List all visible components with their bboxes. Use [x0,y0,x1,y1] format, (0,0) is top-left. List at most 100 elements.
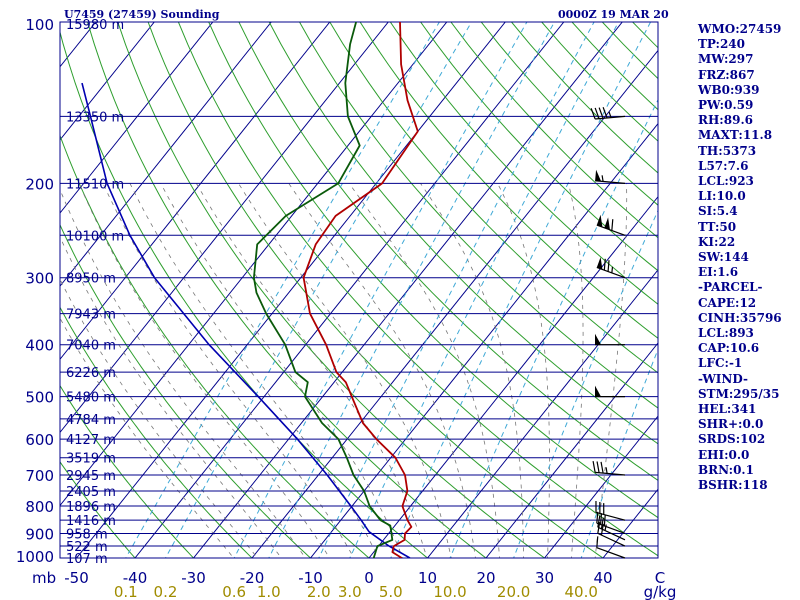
index-line: CAPE:12 [698,295,757,310]
height-label: 7943 m [66,308,116,323]
index-line: LCL:893 [698,326,754,341]
moist-adiabat-line [288,183,476,558]
moist-adiabat-line [60,236,282,558]
index-line: EI:1.6 [698,265,739,280]
moist-adiabat-line [60,278,258,558]
wind-barb-staff [595,511,626,521]
wind-barb-line [600,461,604,474]
mixing-ratio-line [349,22,619,558]
index-line: BRN:0.1 [698,462,754,477]
index-line: MAXT:11.8 [698,128,773,143]
height-label: 4784 m [66,413,116,428]
wind-barb-line [603,258,606,271]
wind-barb-line [598,107,604,119]
isotherm-line [368,195,658,558]
pressure-tick-label: 200 [25,175,54,193]
temperature-tick-label: 20 [476,569,495,587]
pressure-tick-label: 800 [25,498,54,516]
index-line: STM:295/35 [698,386,780,401]
index-line: SHR+:0.0 [698,417,764,432]
dry-adiabat-line [329,22,658,374]
index-line: KI:22 [698,234,736,249]
mixing-ratio-label: 2.0 [307,583,331,600]
index-line: LCL:923 [698,174,754,189]
pressure-tick-label: 700 [25,467,54,485]
height-label: 11510 m [66,177,124,192]
dry-adiabat-line [87,22,487,558]
wind-barb-staff [596,522,626,535]
wind-barb-line [590,108,596,120]
mixing-ratio-label: 0.1 [114,583,138,600]
moist-adiabat-line [78,183,331,558]
pressure-tick-label: 600 [25,431,54,449]
mixing-ratio-line [580,348,658,558]
temperature-tick-label: -20 [240,569,265,587]
wind-barb-staff [596,547,626,559]
wind-barb-flag [595,169,602,182]
height-label: 2945 m [66,469,116,484]
moist-adiabat-line [60,317,235,558]
moist-adiabat-line [60,188,306,558]
wind-barb-half [604,524,607,531]
indices-panel: WMO:27459 TP:240 MW:297 FRZ:867 WB0:939 PW:0.… [698,22,798,493]
dry-adiabat-line [60,384,195,558]
isotherms [60,22,658,558]
index-line: CAP:10.6 [698,341,760,356]
moist-adiabats [60,183,628,558]
mixing-ratio-label: 3.0 [338,583,362,600]
index-line: L57:7.6 [698,158,749,173]
temperature-tick-label: C [655,569,665,587]
pressure-tick-label: 1000 [16,548,54,566]
index-line: RH:89.6 [698,113,753,128]
moist-adiabat-line [129,183,379,558]
index-line: WB0:939 [698,82,760,97]
mixing-ratio-unit: g/kg [644,583,677,600]
wind-barb-line [603,514,606,526]
index-line: HEL:341 [698,402,757,417]
dry-adiabat-line [60,223,312,558]
height-label: 107 m [66,552,108,567]
wind-barb [596,257,626,279]
dry-adiabat-line [60,460,136,558]
isotherm-line [60,22,448,507]
wind-barb [590,107,626,120]
index-line: WMO:27459 [698,22,782,36]
index-line: LI:10.0 [698,189,746,204]
pressure-tick-label: 100 [25,16,54,34]
wind-barb-line [602,107,608,119]
height-label: 1416 m [66,514,116,529]
wind-barb [596,214,626,236]
moist-adiabat-line [348,183,500,558]
temperature-tick-label: -50 [64,569,89,587]
mixing-ratio-line [513,209,658,558]
index-line: SW:144 [698,250,749,265]
wind-barb-flag [595,385,601,397]
dry-adiabat-line [60,306,253,558]
wind-barb-half [601,175,604,182]
index-line: SI:5.4 [698,204,738,219]
dry-adiabat-line [117,22,546,558]
mixing-ratio-line [390,22,652,558]
dry-adiabat-line [208,22,658,519]
wind-barb-staff [595,471,626,476]
height-label: 522 m [66,540,108,555]
temperature-tick-label: -40 [123,569,148,587]
temperature-tick-label: 40 [593,569,612,587]
index-line: CINH:35796 [698,310,782,325]
dewpoint-trace [252,22,394,558]
wind-barb [595,500,626,521]
wind-barb [596,536,626,559]
wind-barb-flag [595,333,601,345]
wind-barb-line [597,515,601,528]
wind-barb-staff [595,115,626,120]
parcel-trace [81,82,411,558]
height-label: 8950 m [66,272,116,287]
isobars [59,21,659,559]
isotherm-line [427,269,658,558]
wind-barb [592,461,626,476]
height-label: 2405 m [66,485,116,500]
wind-barb-staff [596,266,626,279]
mixing-ratio-label: 1.0 [257,583,281,600]
index-line: -PARCEL- [698,280,763,295]
